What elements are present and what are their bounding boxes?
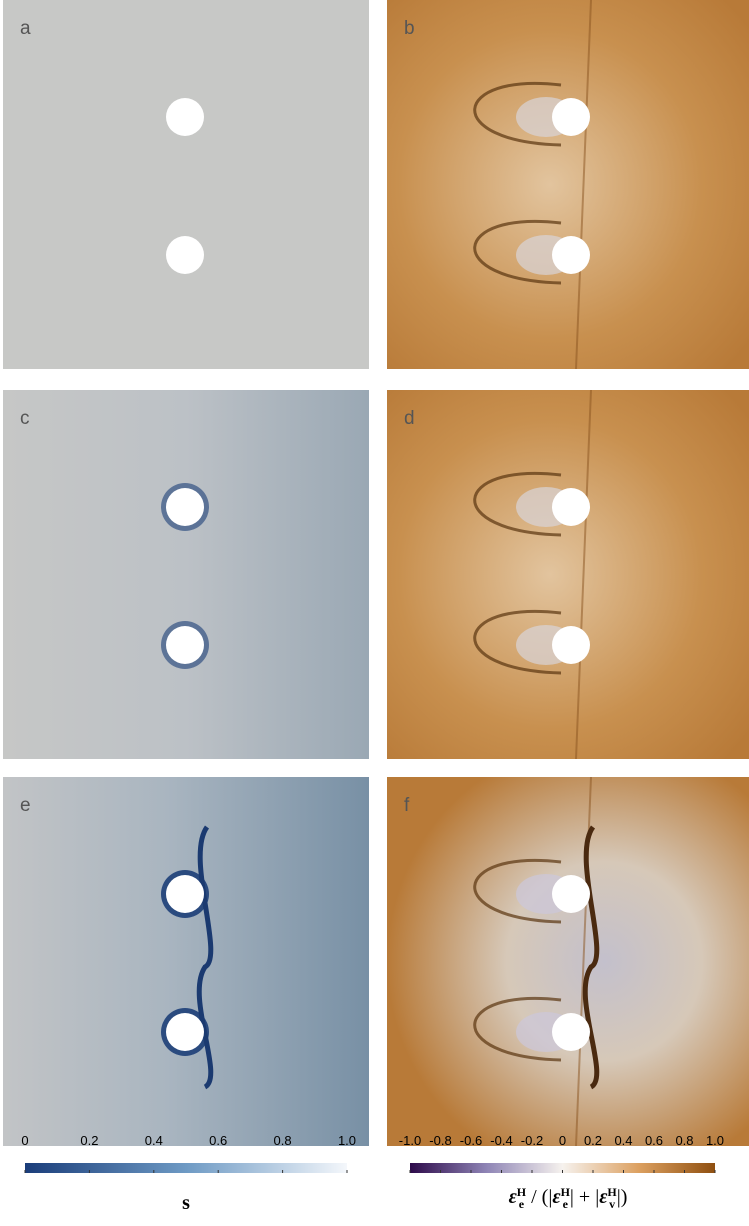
panel-label: b [404,18,415,39]
label-script: e [517,1198,526,1210]
colorbar-label-part: s [182,1192,190,1214]
panel-label: f [404,795,410,816]
colorbar-tick-label: 0.8 [274,1133,292,1148]
hole [552,488,590,526]
colorbar-label-part: ε [599,1186,607,1208]
colorbar-tick-label: 0.2 [584,1133,602,1148]
colorbar-tick-label: 0 [559,1133,566,1148]
hole [166,875,204,913]
hole [552,875,590,913]
panel-label: a [20,18,31,39]
panel-field [3,0,369,369]
hole [552,236,590,274]
panel-field [3,777,369,1146]
colorbar-tick-label: 0.2 [80,1133,98,1148]
colorbar-tick-label: 0.6 [645,1133,663,1148]
colorbar-tick-label: -0.4 [490,1133,512,1148]
panel-field [387,390,749,759]
colorbar-label-part: | + | [570,1186,599,1208]
hole [166,98,204,136]
colorbar-label-part: ε [552,1186,560,1208]
hole [552,626,590,664]
hole [166,1013,204,1051]
colorbar-tick-label: 0 [21,1133,28,1148]
panel-label: c [20,408,30,429]
colorbar-tick-label: 0.8 [675,1133,693,1148]
panel: e [3,777,369,1146]
panel: b [387,0,749,369]
hole [552,1013,590,1051]
panel: f [387,777,749,1146]
colorbar-label: s [0,1192,372,1215]
colorbar-tick-label: 0.6 [209,1133,227,1148]
colorbar-tick-label: -0.8 [429,1133,451,1148]
colorbar-tick-label: 1.0 [706,1133,724,1148]
hole [166,626,204,664]
label-script: e [561,1198,570,1210]
hole [166,488,204,526]
panel: c [3,390,369,759]
panel: d [387,390,749,759]
colorbar-label-part: ε [509,1186,517,1208]
colorbar-s [25,1163,347,1173]
panel-field [3,390,369,759]
colorbar-tick-label: 0.4 [614,1133,632,1148]
panel-label: d [404,408,415,429]
colorbar-tick-label: -1.0 [399,1133,421,1148]
panel-field [387,777,749,1146]
hole [166,236,204,274]
colorbar-tick-label: -0.6 [460,1133,482,1148]
colorbar-tick-label: 1.0 [338,1133,356,1148]
colorbar-tick-label: 0.4 [145,1133,163,1148]
colorbar-label-part: |) [617,1186,628,1208]
panel: a [3,0,369,369]
panel-label: e [20,795,31,816]
panels: a b c d e f [3,0,749,1146]
label-script: v [607,1198,616,1210]
hole [552,98,590,136]
panel-field [387,0,749,369]
colorbar-label-part: / (| [526,1186,552,1208]
colorbar-tick-label: -0.2 [521,1133,543,1148]
figure: a b c d e f 0 0.2 0.4 0.6 0.8 1.0 -1.0 -0.8 -0.6 -0.4-… [0,0,749,1221]
